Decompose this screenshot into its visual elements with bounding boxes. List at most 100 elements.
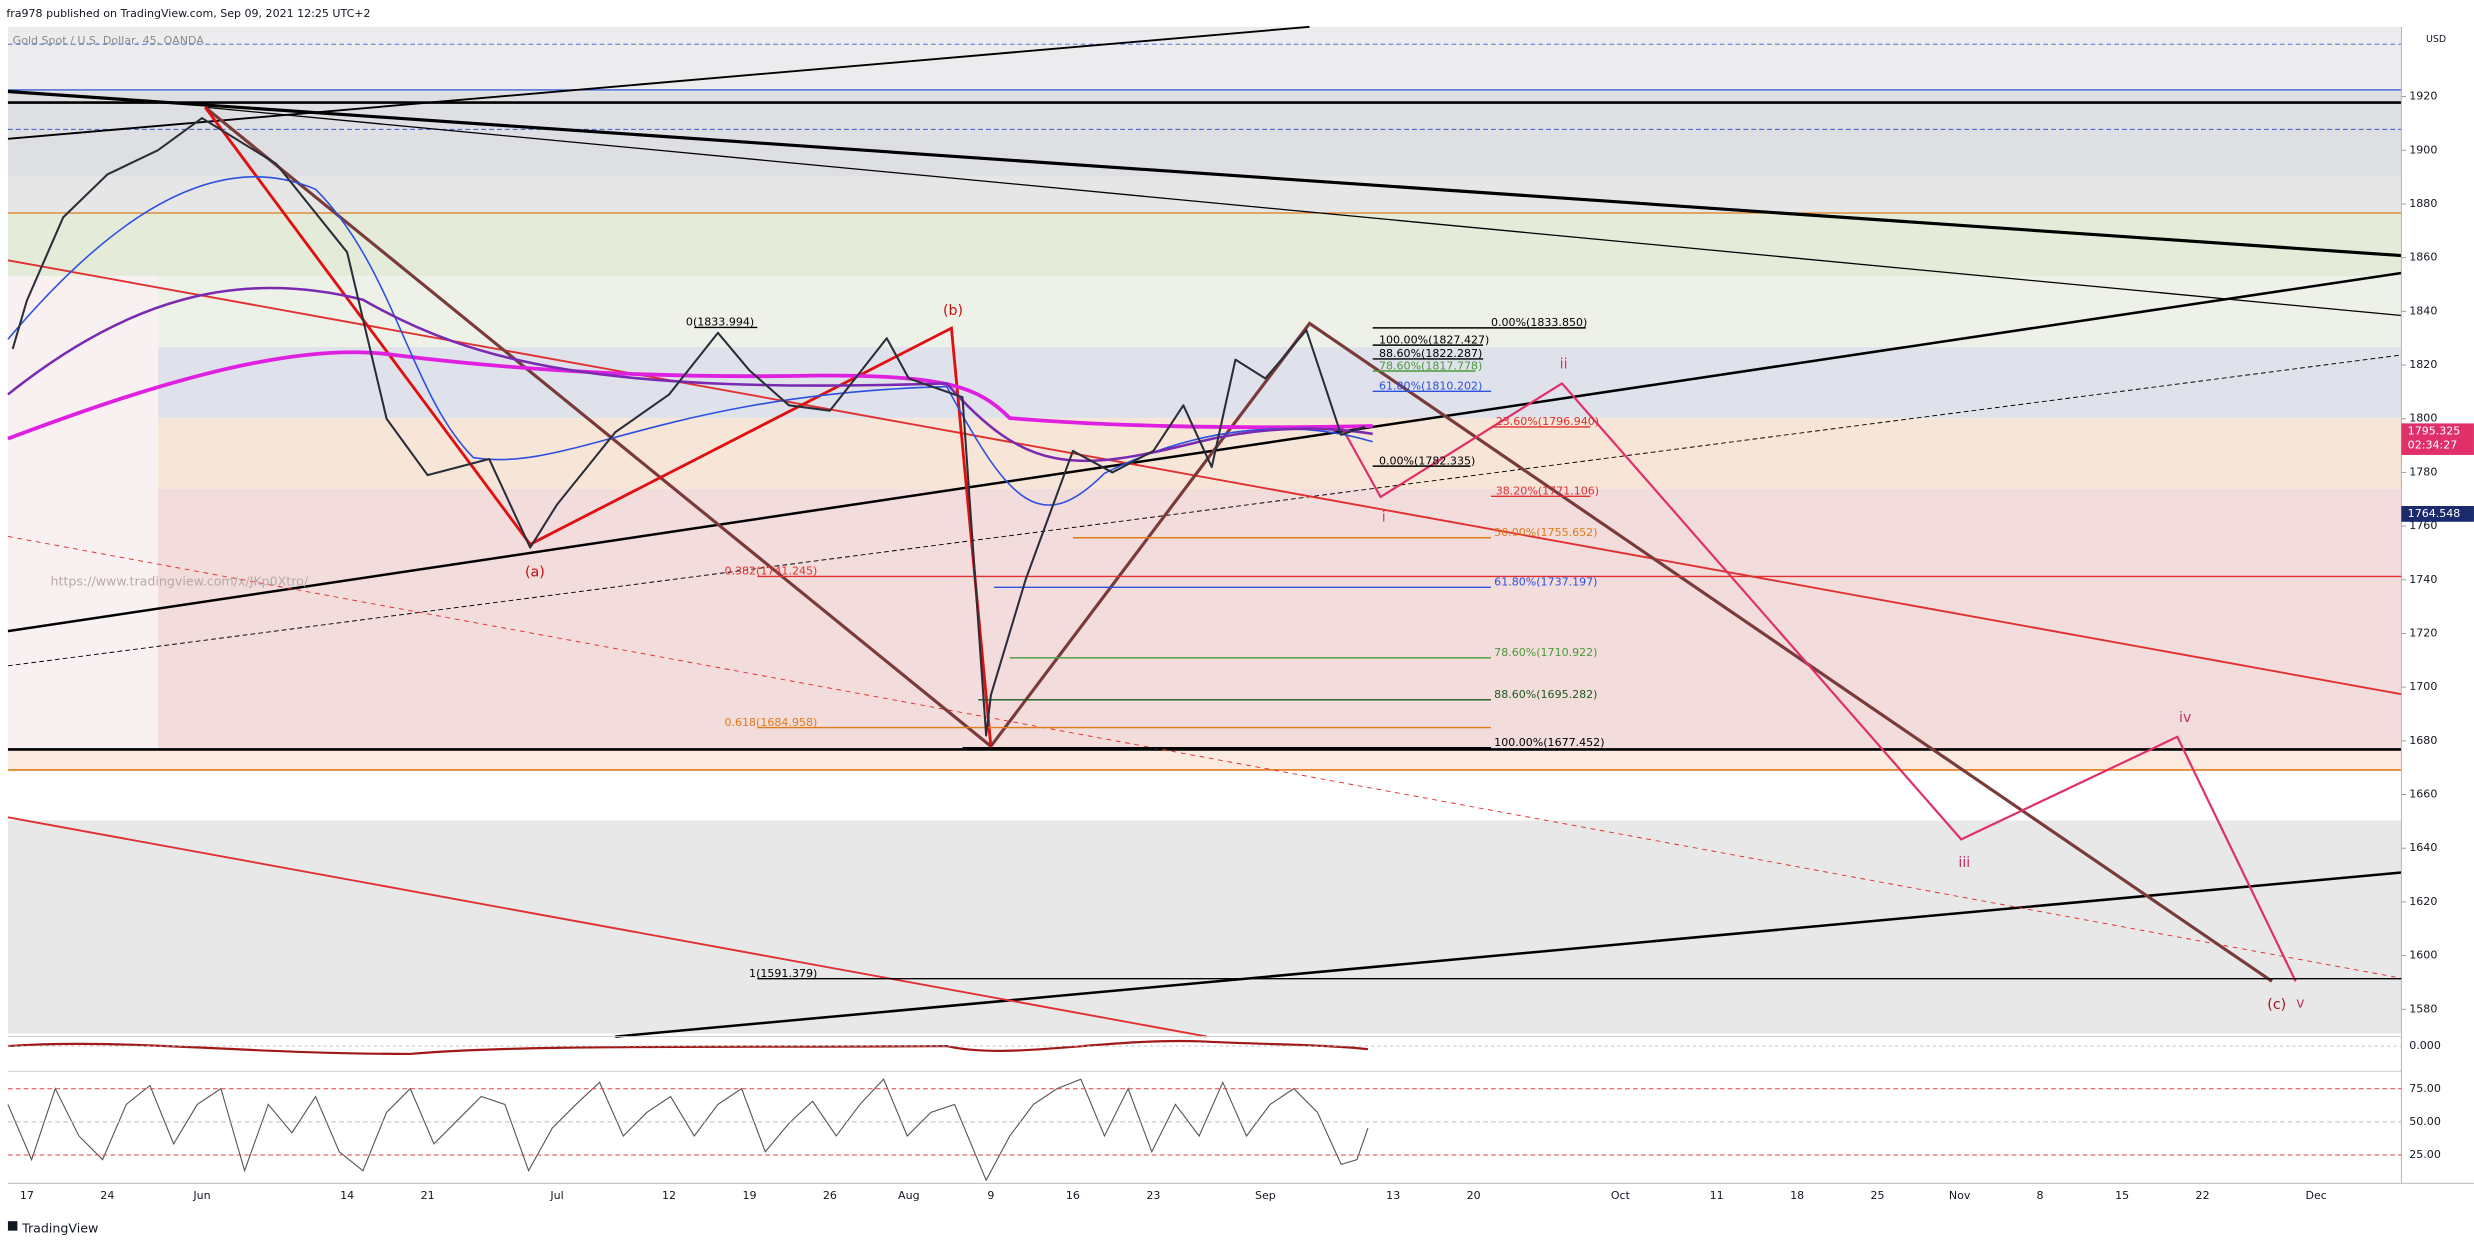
- x-tick-label: 19: [742, 1189, 756, 1202]
- y-tick-label: 1900: [2409, 143, 2437, 156]
- indicator-line: [7, 1039, 1369, 1056]
- wave-label: (c): [2267, 997, 2286, 1013]
- fib-label: 50.00%(1755.652): [1494, 526, 1597, 539]
- fib-label: 100.00%(1677.452): [1494, 736, 1604, 749]
- x-tick-label: 13: [1386, 1189, 1400, 1202]
- fib-label: 78.60%(1817.778): [1379, 359, 1482, 372]
- wave-label: (a): [525, 565, 545, 581]
- rsi-pane: [7, 1070, 2474, 1182]
- zone: [7, 212, 2402, 277]
- y-tick-label: 1600: [2409, 949, 2437, 962]
- price-tag: [2401, 506, 2474, 522]
- fib-label: 0.00%(1782.335): [1379, 454, 1475, 467]
- fib-label: 0.382(1741.245): [724, 565, 817, 578]
- fib-label: 1(1591.379): [749, 967, 817, 980]
- y-tick-label: 1640: [2409, 841, 2437, 854]
- trendline: [7, 535, 2402, 979]
- x-tick-label: 8: [2037, 1189, 2044, 1202]
- zone: [7, 820, 2402, 1034]
- wave-label: (b): [943, 303, 963, 319]
- currency: USD: [2426, 34, 2446, 45]
- x-tick-label: 11: [1710, 1189, 1724, 1202]
- x-tick-label: Nov: [1949, 1189, 1971, 1202]
- y-tick-label: 1820: [2409, 358, 2437, 371]
- macd-pane: [7, 1036, 2474, 1056]
- price-axis: [2401, 26, 2474, 1184]
- rsi-tick-label: 50.00: [2409, 1115, 2441, 1128]
- zone: [157, 347, 2402, 419]
- price-tag-label: 1764.548: [2408, 507, 2461, 520]
- price-line: [11, 117, 1366, 737]
- y-tick-label: 1620: [2409, 895, 2437, 908]
- countdown: 02:34:27: [2408, 438, 2458, 451]
- y-tick-label: 1660: [2409, 788, 2437, 801]
- wave-path: [204, 106, 993, 747]
- trendline: [7, 816, 1208, 1038]
- x-tick-label: 22: [2196, 1189, 2210, 1202]
- y-tick-label: 1720: [2409, 626, 2437, 639]
- trendline: [7, 259, 2402, 696]
- y-tick-label: 1740: [2409, 573, 2437, 586]
- y-tick-label: 1800: [2409, 412, 2437, 425]
- x-tick-label: 16: [1066, 1189, 1080, 1202]
- y-tick-label: 1880: [2409, 197, 2437, 210]
- zone: [157, 489, 2402, 750]
- x-tick-label: 21: [421, 1189, 435, 1202]
- symbol: Gold Spot / U.S. Dollar, 45, OANDA: [13, 34, 205, 47]
- wave-label: iii: [1958, 855, 1970, 871]
- logo: [7, 1221, 18, 1231]
- macd-tick-label: 0.000: [2409, 1039, 2441, 1052]
- x-tick-label: 24: [100, 1189, 114, 1202]
- fib-label: 0(1833.994): [686, 316, 754, 329]
- y-tick-label: 1920: [2409, 90, 2437, 103]
- drawings: [7, 25, 2402, 1038]
- fib-label: 23.60%(1796.940): [1496, 415, 1599, 428]
- fib-label: 61.80%(1737.197): [1494, 576, 1597, 589]
- x-tick-label: 18: [1790, 1189, 1804, 1202]
- trendline: [205, 106, 2402, 317]
- fib-label: 78.60%(1710.922): [1494, 646, 1597, 659]
- y-tick-label: 1860: [2409, 251, 2437, 264]
- y-tick-label: 1760: [2409, 519, 2437, 532]
- wave-label: ii: [1560, 356, 1568, 372]
- fib-label: 88.60%(1695.282): [1494, 688, 1597, 701]
- x-tick-label: Dec: [2306, 1189, 2327, 1202]
- x-tick-label: 15: [2115, 1189, 2129, 1202]
- fib-label: 100.00%(1827.427): [1379, 333, 1489, 346]
- x-tick-label: 9: [987, 1189, 994, 1202]
- zone: [7, 276, 2402, 348]
- y-tick-label: 1840: [2409, 304, 2437, 317]
- wave-label: v: [2296, 995, 2304, 1011]
- brand: TradingView: [21, 1221, 98, 1236]
- x-tick-label: Sep: [1255, 1189, 1276, 1202]
- x-tick-label: 25: [1871, 1189, 1885, 1202]
- trendline: [7, 89, 2402, 258]
- trendline: [615, 871, 2402, 1038]
- moving-average: [7, 350, 1373, 441]
- x-tick-label: Oct: [1611, 1189, 1631, 1202]
- x-tick-label: Jun: [192, 1189, 210, 1202]
- zone: [7, 749, 2402, 770]
- fib-label: 88.60%(1822.287): [1379, 347, 1482, 360]
- y-tick-label: 1700: [2409, 680, 2437, 693]
- moving-average: [7, 286, 1373, 463]
- x-tick-label: Jul: [549, 1189, 563, 1202]
- zone: [7, 276, 158, 750]
- publisher: fra978 published on TradingView.com, Sep…: [6, 7, 370, 20]
- zone: [7, 91, 2402, 177]
- watermark: https://www.tradingview.com/x/JKp0Xtro/: [51, 574, 309, 589]
- y-tick-label: 1580: [2409, 1002, 2437, 1015]
- x-tick-label: 20: [1467, 1189, 1481, 1202]
- y-tick-label: 1780: [2409, 465, 2437, 478]
- indicator-line: [7, 1078, 1369, 1182]
- rsi-tick-label: 25.00: [2409, 1148, 2441, 1161]
- rsi-tick-label: 75.00: [2409, 1082, 2441, 1095]
- fib-label: 0.00%(1833.850): [1491, 316, 1587, 329]
- zone: [7, 176, 2402, 213]
- x-tick-label: 14: [340, 1189, 354, 1202]
- x-tick-label: Aug: [898, 1189, 920, 1202]
- price-tag: [2401, 423, 2474, 455]
- x-tick-label: 12: [662, 1189, 676, 1202]
- price-tag-label: 1795.325: [2408, 424, 2461, 437]
- x-tick-label: 17: [20, 1189, 34, 1202]
